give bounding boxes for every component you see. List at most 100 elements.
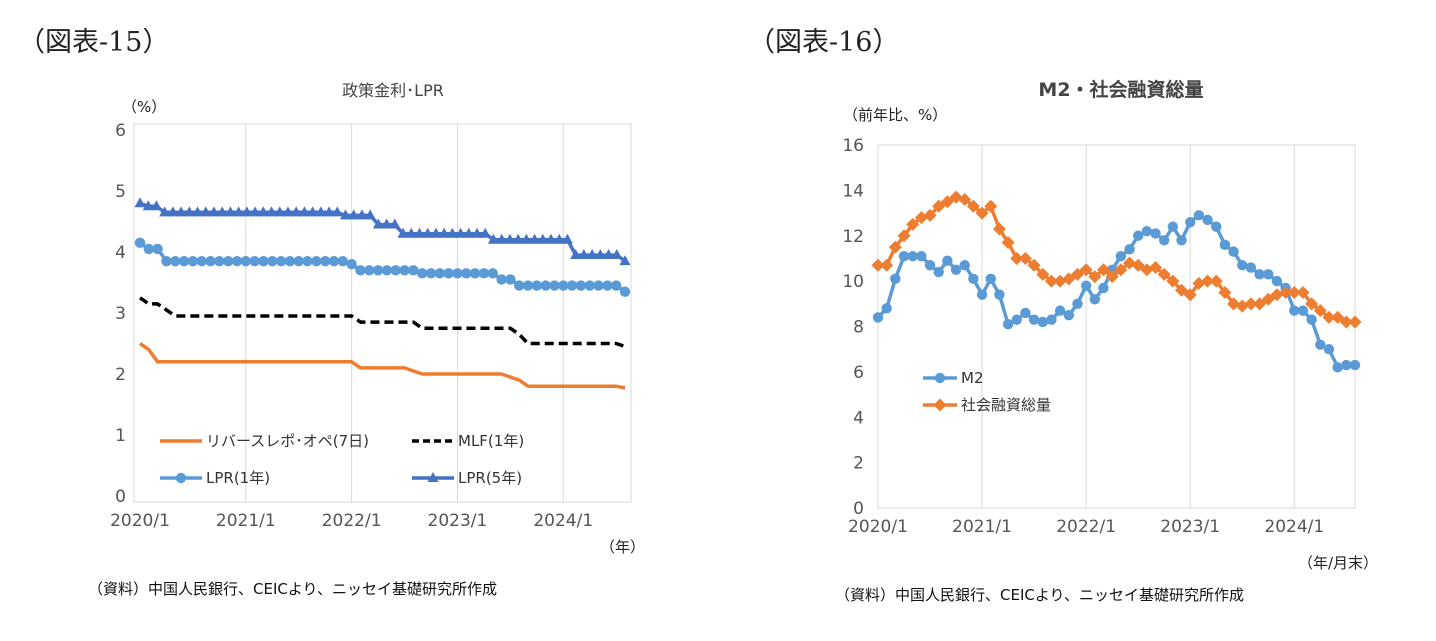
chart1-data-point [566, 280, 578, 291]
chart2-data-point [968, 273, 979, 285]
chart2-data-point [1167, 221, 1179, 232]
chart2-x-tick-label: 2022/1 [1056, 517, 1116, 537]
chart2-data-point [1341, 359, 1352, 371]
chart1-data-point [284, 255, 296, 267]
chart2-data-point [959, 260, 970, 271]
chart2-data-point [1166, 274, 1180, 288]
chart1-data-point [603, 249, 615, 260]
chart2-data-point [1105, 270, 1119, 284]
chart2-data-point [1115, 250, 1127, 262]
right-source-note: （資料）中国人民銀行、CEICより、ニッセイ基礎研究所作成 [835, 586, 1244, 604]
chart1-data-point [478, 268, 490, 279]
chart2-x-tick-label: 2023/1 [1160, 517, 1220, 537]
chart2-data-point [942, 255, 953, 266]
chart1-data-point [267, 255, 278, 267]
chart1-data-point [513, 280, 525, 291]
chart2-x-tick-label: 2024/1 [1264, 517, 1324, 537]
chart2-data-point [1011, 314, 1022, 325]
chart2-data-point [1175, 283, 1189, 297]
chart2-data-point [992, 222, 1006, 236]
chart1-data-point [293, 255, 304, 267]
chart1-data-point [302, 255, 313, 267]
chart1-x-tick-label: 2023/1 [428, 511, 488, 531]
chart1-data-point [504, 233, 516, 244]
chart1-data-point [159, 206, 171, 217]
chart2-data-point [897, 229, 911, 243]
chart1-data-point [298, 206, 310, 217]
chart1-y-tick-label: 6 [115, 121, 126, 141]
chart2-data-point [1271, 275, 1283, 287]
chart2-y-tick-label: 8 [853, 318, 864, 338]
chart1-data-point [240, 255, 252, 267]
chart2-data-point [1131, 258, 1145, 272]
chart1-y-tick-label: 1 [115, 426, 126, 446]
chart1-data-point [594, 249, 606, 260]
chart1-data-point [422, 227, 434, 238]
chart2-data-point [994, 289, 1005, 300]
chart1-data-point [152, 243, 163, 255]
chart2-data-point [1037, 316, 1048, 328]
chart2-data-point [932, 199, 946, 213]
chart2-data-point [1150, 228, 1161, 239]
chart1-data-point [274, 206, 286, 217]
chart1-data-point [413, 227, 425, 238]
chart1-data-point [434, 268, 446, 279]
chart1-data-point [399, 265, 410, 276]
chart1-y-tick-label: 4 [115, 243, 126, 263]
chart1-data-point [372, 265, 384, 276]
chart2-x-tick-label: 2020/1 [848, 517, 908, 537]
chart1-data-point [143, 243, 155, 255]
chart2-data-point [1313, 304, 1327, 318]
chart2-data-point [1211, 221, 1222, 232]
chart1-data-point [372, 218, 384, 229]
chart1-x-tick-label: 2022/1 [322, 511, 382, 531]
chart1-data-point [531, 280, 543, 291]
chart1-data-point [430, 227, 442, 238]
chart1-data-point [570, 249, 582, 260]
chart2-data-point [916, 250, 927, 262]
chart1-legend-marker [175, 472, 187, 484]
chart2-data-point [984, 199, 998, 213]
chart2-data-point [1124, 244, 1135, 255]
chart2-y-tick-label: 12 [842, 227, 864, 247]
chart2-data-point [1044, 274, 1058, 288]
chart1-data-point [323, 206, 335, 217]
chart2-legend-marker [934, 372, 946, 384]
chart1-data-point [610, 280, 622, 291]
chart1-y-tick-label: 0 [115, 487, 126, 507]
chart1-x-tick-label: 2021/1 [216, 511, 276, 531]
chart1-data-point [471, 227, 483, 238]
chart1-y-tick-label: 2 [115, 365, 126, 385]
chart2-data-point [923, 208, 937, 222]
chart2-data-point [898, 250, 910, 262]
chart1-data-point [178, 255, 190, 267]
chart1-y-tick-label: 3 [115, 304, 126, 324]
chart1-data-point [593, 280, 604, 291]
chart1-data-point [200, 206, 212, 217]
chart2-data-point [1028, 314, 1040, 325]
chart1-data-point [408, 265, 419, 276]
chart2-data-point [1149, 261, 1163, 275]
chart1-data-point [416, 268, 428, 279]
chart1-data-point [496, 274, 507, 285]
chart1-data-point [216, 206, 228, 217]
chart1-series-line [139, 296, 626, 349]
chart2-data-point [1157, 267, 1171, 281]
chart1-data-point [446, 227, 458, 238]
chart1-data-point [231, 255, 243, 267]
chart2-data-point [950, 264, 962, 275]
chart2-data-point [1237, 260, 1248, 271]
chart1-data-point [443, 268, 454, 279]
chart2-data-point [1159, 235, 1170, 246]
chart1-legend-label: リバースレポ･オペ(7日) [206, 432, 369, 450]
chart1-data-point [575, 280, 587, 291]
chart1-data-point [438, 227, 450, 238]
chart1-data-point [463, 227, 475, 238]
chart1-data-point [558, 280, 569, 291]
chart2-data-point [1305, 297, 1319, 311]
chart2-data-point [881, 303, 892, 314]
chart1-data-point [307, 206, 319, 217]
chart2-y-tick-label: 10 [842, 272, 864, 292]
chart2-data-point [1201, 274, 1215, 288]
chart2-data-point [1323, 343, 1335, 355]
